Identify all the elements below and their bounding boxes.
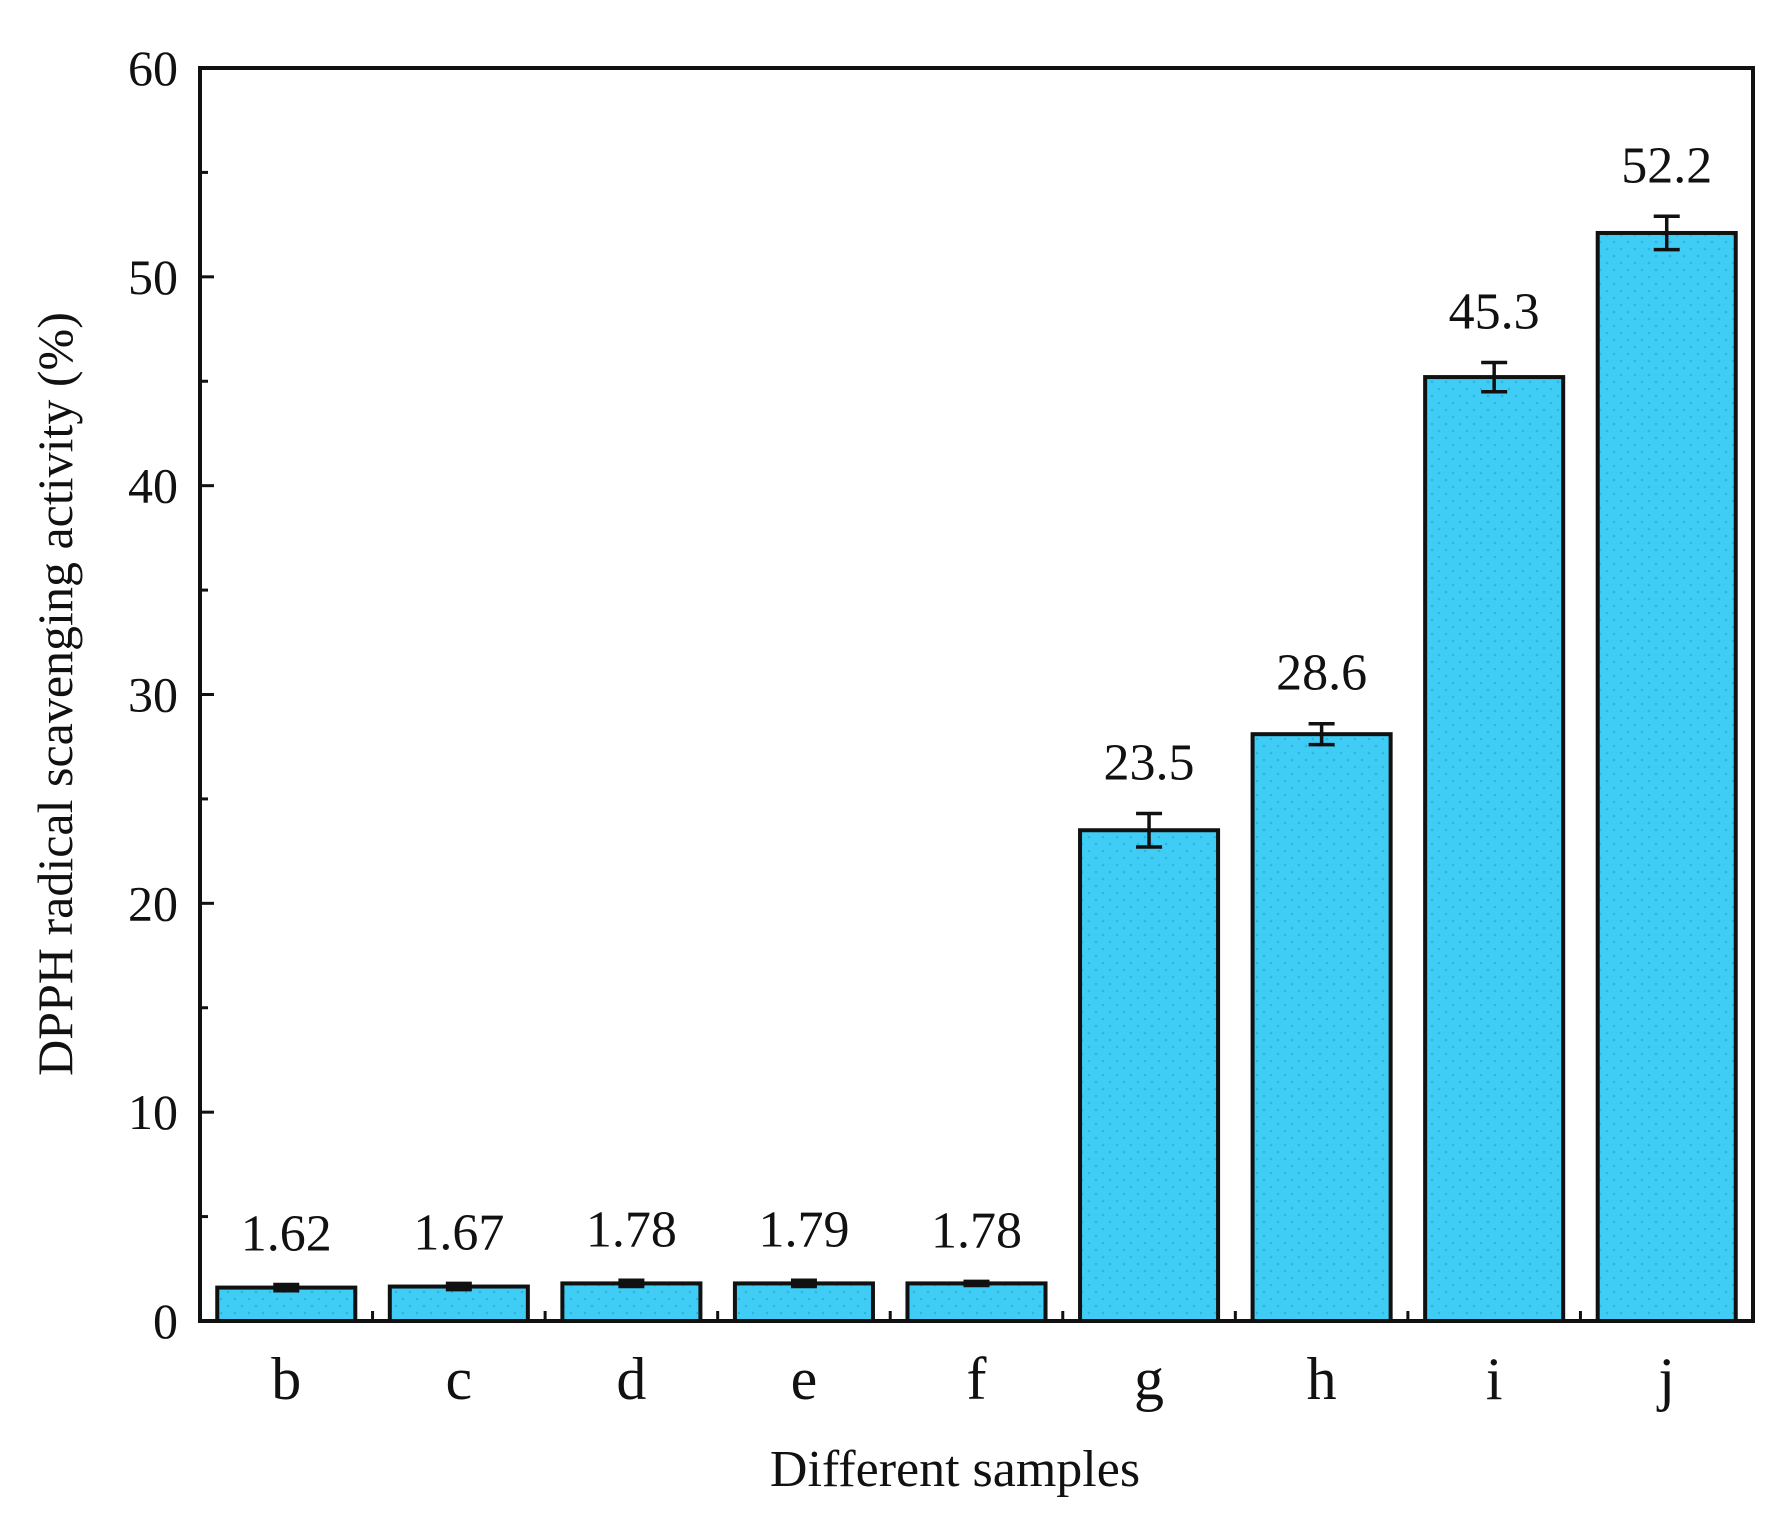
x-tick-label-c: c xyxy=(446,1346,473,1412)
y-tick-label-10: 10 xyxy=(128,1084,178,1140)
bar-i xyxy=(1423,375,1566,1324)
data-label-j: 52.2 xyxy=(1621,137,1712,194)
bar-b xyxy=(215,1285,358,1324)
data-label-c: 1.67 xyxy=(413,1204,504,1261)
bar-d xyxy=(560,1281,703,1324)
bar-h xyxy=(1250,732,1393,1323)
bar-j xyxy=(1595,230,1738,1323)
data-label-g: 23.5 xyxy=(1104,735,1195,792)
x-tick-label-i: i xyxy=(1486,1346,1503,1412)
y-tick-label-0: 0 xyxy=(153,1293,178,1349)
x-tick-label-b: b xyxy=(271,1346,301,1412)
y-tick-label-60: 60 xyxy=(128,40,178,96)
data-label-d: 1.78 xyxy=(586,1201,677,1258)
error-bar-g xyxy=(1136,811,1163,849)
error-bar-e xyxy=(790,1278,817,1289)
data-label-e: 1.79 xyxy=(758,1201,849,1258)
y-tick-label-50: 50 xyxy=(128,249,178,305)
y-tick-label-20: 20 xyxy=(128,875,178,931)
error-bar-d xyxy=(618,1278,645,1289)
x-tick-label-h: h xyxy=(1307,1346,1337,1412)
error-bar-i xyxy=(1481,360,1508,394)
error-bar-b xyxy=(273,1282,300,1293)
x-tick-label-d: d xyxy=(616,1346,646,1412)
data-label-f: 1.78 xyxy=(931,1202,1022,1259)
data-label-i: 45.3 xyxy=(1449,283,1540,340)
x-tick-label-j: j xyxy=(1656,1346,1675,1412)
data-label-h: 28.6 xyxy=(1276,645,1367,702)
error-bar-c xyxy=(445,1281,472,1292)
x-tick-label-g: g xyxy=(1134,1346,1164,1412)
y-tick-label-30: 30 xyxy=(128,667,178,723)
x-tick-label-f: f xyxy=(967,1346,987,1412)
y-axis-label: DPPH radical scavenging activity (%) xyxy=(27,312,83,1076)
bar-g xyxy=(1078,828,1221,1323)
error-bar-f xyxy=(963,1279,990,1288)
y-tick-label-40: 40 xyxy=(128,458,178,514)
data-label-b: 1.62 xyxy=(241,1205,332,1262)
error-bar-j xyxy=(1653,214,1680,252)
x-axis-label: Different samples xyxy=(770,1441,1140,1498)
error-bar-h xyxy=(1308,721,1335,747)
x-tick-label-e: e xyxy=(791,1346,818,1412)
bar-c xyxy=(387,1284,530,1323)
bar-e xyxy=(732,1281,875,1324)
bar-f xyxy=(905,1281,1048,1324)
